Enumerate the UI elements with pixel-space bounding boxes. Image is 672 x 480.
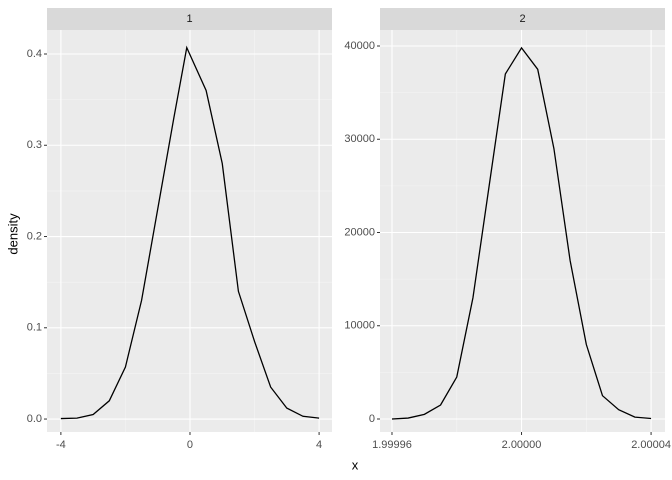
strip-background bbox=[47, 8, 332, 30]
y-tick-label: 30000 bbox=[344, 133, 375, 145]
x-tick-label: -4 bbox=[56, 439, 66, 451]
y-tick-label: 20000 bbox=[344, 226, 375, 238]
y-tick-label: 40000 bbox=[344, 40, 375, 52]
y-tick-label: 0.3 bbox=[27, 139, 42, 151]
strip-label: 1 bbox=[186, 13, 192, 25]
x-tick-label: 0 bbox=[187, 439, 193, 451]
panel-background bbox=[380, 30, 665, 432]
density-line bbox=[60, 45, 320, 420]
x-tick-label: 4 bbox=[316, 439, 322, 451]
x-tick-label: 1.99996 bbox=[372, 439, 412, 451]
density-line bbox=[391, 46, 652, 420]
strip-label: 2 bbox=[519, 13, 525, 25]
y-tick-label: 0.4 bbox=[27, 48, 42, 60]
x-tick-label: 2.00004 bbox=[631, 439, 671, 451]
y-tick-label: 10000 bbox=[344, 320, 375, 332]
y-tick-label: 0.0 bbox=[27, 413, 42, 425]
x-tick-label: 2.00000 bbox=[502, 439, 542, 451]
y-tick-label: 0.1 bbox=[27, 322, 42, 334]
y-tick-label: 0.2 bbox=[27, 230, 42, 242]
x-axis-label: x bbox=[352, 457, 359, 472]
strip-background bbox=[380, 8, 665, 30]
y-tick-label: 0 bbox=[369, 413, 375, 425]
y-axis-label: density bbox=[5, 213, 20, 255]
